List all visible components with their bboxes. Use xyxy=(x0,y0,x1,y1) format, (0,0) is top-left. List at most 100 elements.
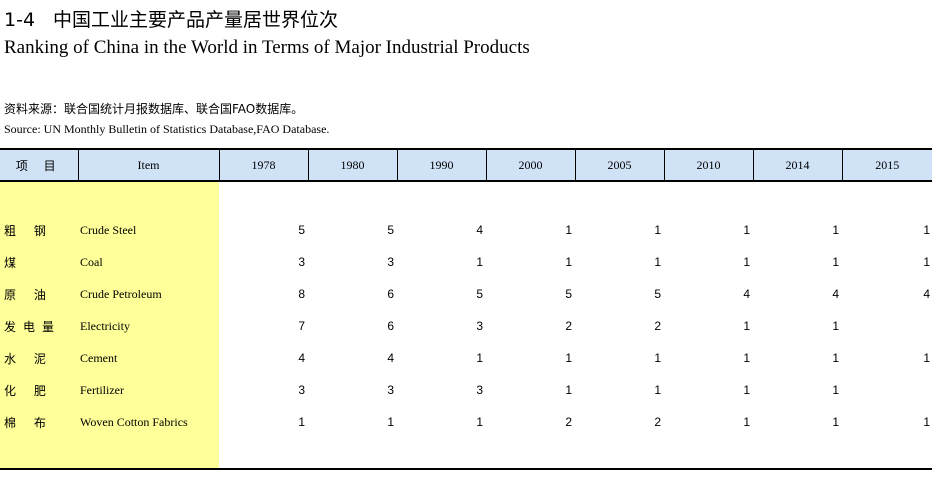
rank-cell: 5 xyxy=(298,223,305,237)
rank-cell: 8 xyxy=(298,287,305,301)
product-name-en: Crude Steel xyxy=(78,214,219,246)
rank-cell: 1 xyxy=(832,255,839,269)
table-row: 发电量 Electricity 7 6 3 2 2 1 1 xyxy=(0,310,932,342)
rank-cell: 1 xyxy=(476,255,483,269)
product-name-cn: 棉 布 xyxy=(0,406,78,438)
rank-cell: 5 xyxy=(476,287,483,301)
rank-cell: 2 xyxy=(654,319,661,333)
spacer-values-cell xyxy=(219,181,932,214)
rank-cell: 1 xyxy=(832,223,839,237)
rank-cell: 1 xyxy=(743,319,750,333)
rank-cell: 2 xyxy=(654,415,661,429)
table-row: 煤 Coal 3 3 1 1 1 1 1 1 xyxy=(0,246,932,278)
table-spacer-row xyxy=(0,181,932,214)
header-year: 1980 xyxy=(307,148,397,182)
rank-cell: 1 xyxy=(476,351,483,365)
rank-cell: 1 xyxy=(476,415,483,429)
table-spacer-row xyxy=(0,438,932,470)
table-row: 原 油 Crude Petroleum 8 6 5 5 5 4 4 4 xyxy=(0,278,932,310)
rank-cell: 4 xyxy=(476,223,483,237)
header-year: 2010 xyxy=(663,148,753,182)
rank-cell: 1 xyxy=(654,383,661,397)
rank-cell: 1 xyxy=(565,255,572,269)
product-name-en: Woven Cotton Fabrics xyxy=(78,406,219,438)
rank-cell: 1 xyxy=(923,351,930,365)
rank-cell: 1 xyxy=(654,223,661,237)
product-name-cn: 发电量 xyxy=(0,310,78,342)
spacer-item-cell xyxy=(0,181,219,214)
rank-cell xyxy=(842,374,932,406)
rank-cell: 1 xyxy=(743,415,750,429)
rank-cell: 1 xyxy=(298,415,305,429)
rank-cell: 3 xyxy=(298,383,305,397)
rank-cell: 1 xyxy=(832,383,839,397)
rank-cell: 5 xyxy=(387,223,394,237)
table-row: 粗 钢 Crude Steel 5 5 4 1 1 1 1 1 xyxy=(0,214,932,246)
rank-cell: 1 xyxy=(565,383,572,397)
rank-cell: 6 xyxy=(387,319,394,333)
header-year: 2015 xyxy=(841,148,932,182)
product-name-en: Crude Petroleum xyxy=(78,278,219,310)
rank-cell: 3 xyxy=(298,255,305,269)
rank-cell: 1 xyxy=(387,415,394,429)
rank-cell: 1 xyxy=(654,351,661,365)
table-title-cn: 1-4 中国工业主要产品产量居世界位次 xyxy=(4,5,338,32)
rank-cell: 1 xyxy=(832,351,839,365)
spacer-values-cell xyxy=(219,438,932,470)
header-item-cn: 项 目 xyxy=(0,148,78,182)
rank-cell: 1 xyxy=(923,223,930,237)
rank-cell: 1 xyxy=(565,223,572,237)
rank-cell: 1 xyxy=(832,415,839,429)
table-number: 1-4 xyxy=(4,9,36,31)
rank-cell: 3 xyxy=(476,383,483,397)
rank-cell: 1 xyxy=(743,383,750,397)
header-year: 1978 xyxy=(218,148,308,182)
rank-cell: 4 xyxy=(298,351,305,365)
rank-cell: 1 xyxy=(832,319,839,333)
rank-cell: 7 xyxy=(298,319,305,333)
header-item-en: Item xyxy=(77,148,219,182)
rank-cell: 4 xyxy=(387,351,394,365)
table-row: 化 肥 Fertilizer 3 3 3 1 1 1 1 xyxy=(0,374,932,406)
product-name-cn: 粗 钢 xyxy=(0,214,78,246)
product-name-en: Coal xyxy=(78,246,219,278)
rank-cell: 1 xyxy=(743,223,750,237)
product-name-en: Cement xyxy=(78,342,219,374)
ranking-table-container: 项 目 Item 1978 1980 1990 2000 2005 2010 2… xyxy=(0,148,932,470)
rank-cell: 2 xyxy=(565,319,572,333)
product-name-cn: 原 油 xyxy=(0,278,78,310)
rank-cell: 1 xyxy=(743,255,750,269)
rank-cell: 1 xyxy=(565,351,572,365)
rank-cell: 2 xyxy=(565,415,572,429)
rank-cell: 4 xyxy=(743,287,750,301)
spacer-item-cell xyxy=(0,438,219,470)
rank-cell: 1 xyxy=(743,351,750,365)
table-title-cn-text: 中国工业主要产品产量居世界位次 xyxy=(53,9,339,31)
source-note-cn: 资料来源：联合国统计月报数据库、联合国FAO数据库。 xyxy=(4,102,304,116)
header-year: 2005 xyxy=(574,148,664,182)
rank-cell: 4 xyxy=(832,287,839,301)
rank-cell: 1 xyxy=(923,415,930,429)
rank-cell: 3 xyxy=(387,255,394,269)
rank-cell: 5 xyxy=(654,287,661,301)
product-name-cn: 水 泥 xyxy=(0,342,78,374)
table-row: 棉 布 Woven Cotton Fabrics 1 1 1 2 2 1 1 1 xyxy=(0,406,932,438)
table-title-en: Ranking of China in the World in Terms o… xyxy=(4,37,530,58)
product-name-en: Fertilizer xyxy=(78,374,219,406)
rank-cell: 1 xyxy=(654,255,661,269)
rank-cell: 3 xyxy=(476,319,483,333)
table-row: 水 泥 Cement 4 4 1 1 1 1 1 1 xyxy=(0,342,932,374)
product-name-en: Electricity xyxy=(78,310,219,342)
ranking-table: 项 目 Item 1978 1980 1990 2000 2005 2010 2… xyxy=(0,148,932,470)
rank-cell: 4 xyxy=(923,287,930,301)
product-name-cn: 煤 xyxy=(0,246,78,278)
rank-cell: 1 xyxy=(923,255,930,269)
rank-cell xyxy=(842,310,932,342)
header-year: 2014 xyxy=(752,148,842,182)
rank-cell: 6 xyxy=(387,287,394,301)
source-note-en: Source: UN Monthly Bulletin of Statistic… xyxy=(4,122,330,136)
header-year: 1990 xyxy=(396,148,486,182)
rank-cell: 5 xyxy=(565,287,572,301)
product-name-cn: 化 肥 xyxy=(0,374,78,406)
header-year: 2000 xyxy=(485,148,575,182)
